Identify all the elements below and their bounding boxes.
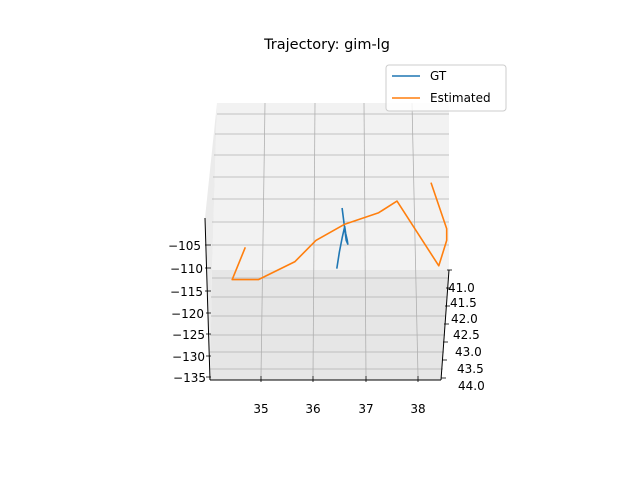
floor-pane — [210, 270, 449, 380]
chart-title: Trajectory: gim-lg — [263, 37, 390, 53]
y-tick-label: 42.5 — [453, 328, 480, 342]
grid-lines — [210, 102, 449, 377]
y-tick-label: 41.5 — [450, 296, 477, 310]
y-tick-label: 42.0 — [451, 312, 478, 326]
z-tick-label: −115 — [170, 285, 203, 299]
z-tick-label: −120 — [171, 307, 204, 321]
z-tick-label: −110 — [170, 262, 203, 276]
y-ticks: 41.0 41.5 42.0 42.5 43.0 43.5 44.0 — [441, 269, 485, 393]
x-tick-label: 36 — [305, 402, 320, 416]
z-tick-label: −125 — [172, 328, 205, 342]
x-tick-label: 37 — [358, 402, 373, 416]
series-layer — [231, 182, 448, 281]
plot-panes — [205, 103, 449, 380]
y-tick-label: 44.0 — [458, 379, 485, 393]
series-line-estimated — [231, 182, 448, 281]
legend: GT Estimated — [385, 64, 507, 112]
legend-label-gt: GT — [430, 69, 447, 83]
x-tick-label: 35 — [253, 402, 268, 416]
x-ticks: 35 36 37 38 — [253, 376, 426, 416]
legend-label-estimated: Estimated — [430, 91, 491, 105]
z-tick-label: −130 — [172, 350, 205, 364]
z-ticks: −105 −110 −115 −120 −125 −130 −135 — [168, 239, 211, 385]
back-pane — [212, 103, 449, 270]
y-tick-label: 43.5 — [457, 362, 484, 376]
y-tick-label: 43.0 — [455, 345, 482, 359]
z-tick-label: −135 — [173, 371, 206, 385]
z-tick-label: −105 — [168, 239, 201, 253]
x-tick-label: 38 — [410, 402, 425, 416]
y-tick-label: 41.0 — [448, 281, 475, 295]
series-line-gt — [336, 207, 349, 269]
